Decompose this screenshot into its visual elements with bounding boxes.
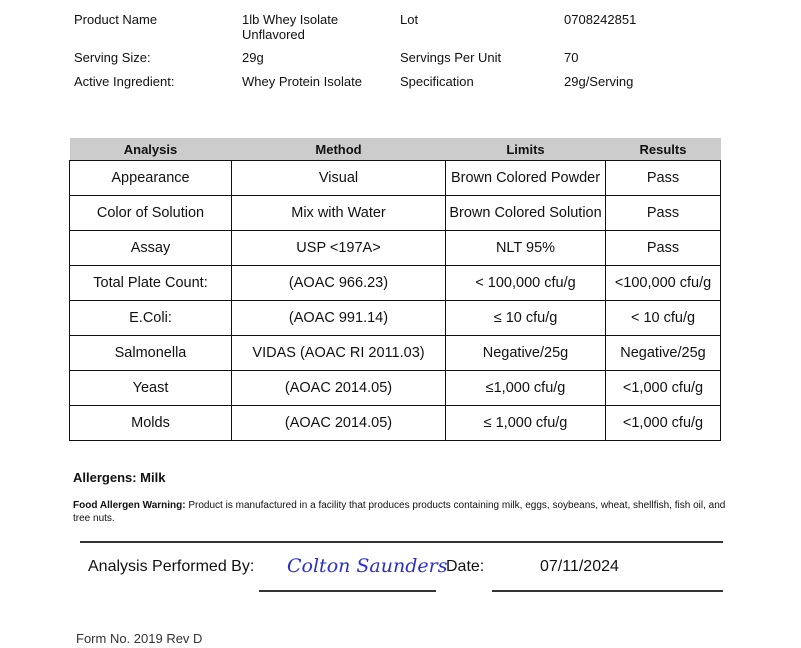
table-cell: Assay <box>69 230 232 266</box>
table-cell: (AOAC 2014.05) <box>231 405 446 441</box>
table-cell: Salmonella <box>69 335 232 371</box>
table-cell: Pass <box>605 195 721 231</box>
info-value3: 70 <box>564 50 579 65</box>
signature-line <box>259 590 436 592</box>
table-cell: Negative/25g <box>605 335 721 371</box>
divider <box>80 541 723 543</box>
table-cell: Appearance <box>69 160 232 196</box>
info-label2: Specification <box>400 74 474 89</box>
info-value: 29g <box>242 50 264 65</box>
table-cell: < 10 cfu/g <box>605 300 721 336</box>
table-cell: Visual <box>231 160 446 196</box>
allergen-warning: Food Allergen Warning: Product is manufa… <box>73 499 733 525</box>
performed-by-label: Analysis Performed By: <box>88 558 255 575</box>
column-header: Analysis <box>69 138 232 161</box>
info-label2: Servings Per Unit <box>400 50 502 65</box>
date-label: Date: <box>446 558 485 575</box>
table-row: Molds (AOAC 2014.05) ≤ 1,000 cfu/g <1,000 c… <box>69 405 721 441</box>
table-row: Yeast (AOAC 2014.05) ≤1,000 cfu/g <1,000 cf… <box>69 370 721 406</box>
table-cell: (AOAC 966.23) <box>231 265 446 301</box>
signature: Colton Saunders <box>287 555 448 577</box>
table-cell: Yeast <box>69 370 232 406</box>
table-cell: < 100,000 cfu/g <box>445 265 606 301</box>
table-cell: Brown Colored Solution <box>445 195 606 231</box>
warning-text: Product is manufactured in a facility th… <box>73 500 726 524</box>
table-cell: USP <197A> <box>231 230 446 266</box>
table-cell: VIDAS (AOAC RI 2011.03) <box>231 335 446 371</box>
column-header: Results <box>605 138 721 161</box>
table-cell: Negative/25g <box>445 335 606 371</box>
table-cell: NLT 95% <box>445 230 606 266</box>
table-cell: (AOAC 991.14) <box>231 300 446 336</box>
table-cell: Pass <box>605 230 721 266</box>
table-row: Total Plate Count: (AOAC 966.23) < 100,000… <box>69 265 721 301</box>
table-cell: Mix with Water <box>231 195 446 231</box>
analysis-table: Analysis Method Limits Results Appearance Vi… <box>69 138 721 441</box>
column-header: Limits <box>445 138 606 161</box>
date-line <box>492 590 723 592</box>
table-cell: <100,000 cfu/g <box>605 265 721 301</box>
table-row: Appearance Visual Brown Colored Powder Pass <box>69 160 721 196</box>
table-cell: (AOAC 2014.05) <box>231 370 446 406</box>
table-cell: Brown Colored Powder <box>445 160 606 196</box>
table-cell: Color of Solution <box>69 195 232 231</box>
table-cell: Total Plate Count: <box>69 265 232 301</box>
table-cell: ≤ 1,000 cfu/g <box>445 405 606 441</box>
table-cell: E.Coli: <box>69 300 232 336</box>
table-cell: Molds <box>69 405 232 441</box>
info-label2: Lot <box>400 12 419 27</box>
form-number: Form No. 2019 Rev D <box>76 631 203 646</box>
table-row: Assay USP <197A> NLT 95% Pass <box>69 230 721 266</box>
info-value2: Unflavored <box>242 27 305 42</box>
date-value: 07/11/2024 <box>540 558 619 575</box>
allergens: Allergens: Milk <box>73 470 166 485</box>
table-row: Salmonella VIDAS (AOAC RI 2011.03) Negativ… <box>69 335 721 371</box>
info-label: Serving Size: <box>74 50 151 65</box>
warning-label: Food Allergen Warning: <box>73 500 186 511</box>
table-cell: <1,000 cfu/g <box>605 405 721 441</box>
info-value3: 0708242851 <box>564 12 637 27</box>
column-header: Method <box>231 138 446 161</box>
info-value3: 29g/Serving <box>564 74 634 89</box>
table-cell: <1,000 cfu/g <box>605 370 721 406</box>
info-label: Active Ingredient: <box>74 74 175 89</box>
info-label: Product Name <box>74 12 158 27</box>
info-value: Whey Protein Isolate <box>242 74 362 89</box>
info-value: 1lb Whey Isolate <box>242 12 339 27</box>
table-cell: ≤ 10 cfu/g <box>445 300 606 336</box>
table-cell: ≤1,000 cfu/g <box>445 370 606 406</box>
table-row: E.Coli: (AOAC 991.14) ≤ 10 cfu/g < 10 cfu/g <box>69 300 721 336</box>
table-cell: Pass <box>605 160 721 196</box>
table-row: Color of Solution Mix with Water Brown Col… <box>69 195 721 231</box>
